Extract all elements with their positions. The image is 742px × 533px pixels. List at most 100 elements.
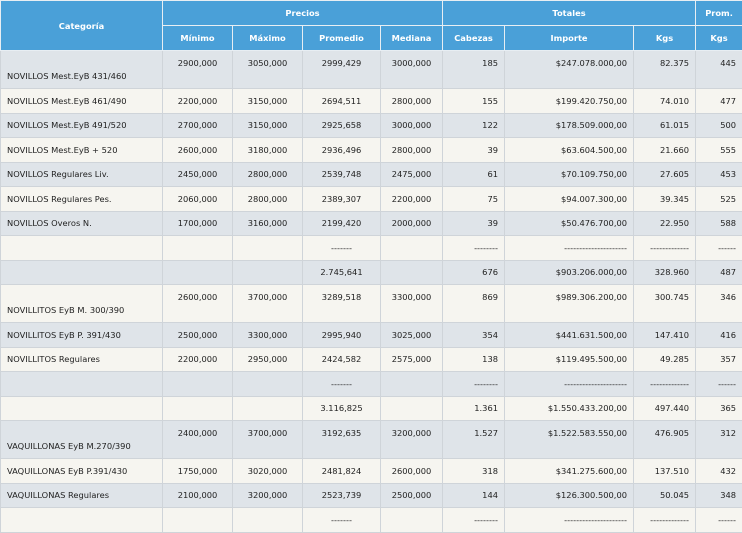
cell-promedio: 2389,307 — [303, 187, 381, 212]
table-row: NOVILLITOS Regulares 2200,000 2950,000 2… — [1, 347, 742, 372]
cell-maximo: 3200,000 — [233, 483, 303, 508]
cell-maximo — [233, 236, 303, 261]
cell-importe: --------------------- — [505, 508, 634, 533]
cell-promedio: 2424,582 — [303, 347, 381, 372]
table-row: NOVILLOS Mest.EyB + 520 2600,000 3180,00… — [1, 138, 742, 163]
cell-cabezas: 185 — [443, 51, 505, 89]
table-row: VAQUILLONAS EyB M.270/390 2400,000 3700,… — [1, 421, 742, 459]
cell-promedio: 2.745,641 — [303, 260, 381, 285]
table-row: NOVILLOS Regulares Liv. 2450,000 2800,00… — [1, 162, 742, 187]
cell-mediana: 3200,000 — [381, 421, 443, 459]
cell-importe: $341.275.600,00 — [505, 459, 634, 484]
table-row: NOVILLOS Mest.EyB 491/520 2700,000 3150,… — [1, 113, 742, 138]
cell-kgs: ------------- — [634, 372, 696, 397]
header-categoria: Categoría — [1, 1, 163, 51]
cell-minimo: 2600,000 — [163, 285, 233, 323]
cell-cabezas: 676 — [443, 260, 505, 285]
cell-importe: $1.522.583.550,00 — [505, 421, 634, 459]
cell-prom-kgs: 555 — [696, 138, 742, 163]
separator-row: ------- -------- --------------------- -… — [1, 236, 742, 261]
cell-prom-kgs: 487 — [696, 260, 742, 285]
cell-cabezas: 1.527 — [443, 421, 505, 459]
cell-categoria: NOVILLOS Mest.EyB 461/490 — [1, 89, 163, 114]
cell-maximo — [233, 260, 303, 285]
cell-prom-kgs: ------ — [696, 372, 742, 397]
cell-kgs: 50.045 — [634, 483, 696, 508]
cell-categoria — [1, 236, 163, 261]
cell-maximo — [233, 508, 303, 533]
cell-importe: $70.109.750,00 — [505, 162, 634, 187]
cell-mediana: 2800,000 — [381, 89, 443, 114]
cell-minimo: 2700,000 — [163, 113, 233, 138]
header-promedio: Promedio — [303, 26, 381, 51]
cell-cabezas: 318 — [443, 459, 505, 484]
cell-cabezas: 869 — [443, 285, 505, 323]
cell-minimo — [163, 372, 233, 397]
cell-kgs: 39.345 — [634, 187, 696, 212]
table-header: Categoría Precios Totales Prom. Mínimo M… — [1, 1, 742, 51]
cell-kgs: 21.660 — [634, 138, 696, 163]
header-precios: Precios — [163, 1, 443, 26]
cell-importe: $119.495.500,00 — [505, 347, 634, 372]
table-row: NOVILLOS Mest.EyB 431/460 2900,000 3050,… — [1, 51, 742, 89]
cell-importe: --------------------- — [505, 372, 634, 397]
cell-minimo — [163, 260, 233, 285]
table-row: VAQUILLONAS EyB P.391/430 1750,000 3020,… — [1, 459, 742, 484]
subtotal-row: 2.745,641 676 $903.206.000,00 328.960 48… — [1, 260, 742, 285]
cell-importe: $63.604.500,00 — [505, 138, 634, 163]
cell-categoria: VAQUILLONAS Regulares — [1, 483, 163, 508]
cell-cabezas: 144 — [443, 483, 505, 508]
table-row: VAQUILLONAS Regulares 2100,000 3200,000 … — [1, 483, 742, 508]
cell-prom-kgs: 525 — [696, 187, 742, 212]
cell-prom-kgs: 432 — [696, 459, 742, 484]
cell-maximo: 3020,000 — [233, 459, 303, 484]
table-body: NOVILLOS Mest.EyB 431/460 2900,000 3050,… — [1, 51, 742, 533]
cell-prom-kgs: 312 — [696, 421, 742, 459]
cell-kgs: 74.010 — [634, 89, 696, 114]
cell-importe: $178.509.000,00 — [505, 113, 634, 138]
cell-mediana: 2200,000 — [381, 187, 443, 212]
cell-promedio: 3.116,825 — [303, 396, 381, 421]
cell-mediana: 2800,000 — [381, 138, 443, 163]
cell-maximo — [233, 372, 303, 397]
cell-prom-kgs: ------ — [696, 508, 742, 533]
cell-prom-kgs: 445 — [696, 51, 742, 89]
cell-minimo: 2200,000 — [163, 89, 233, 114]
cell-kgs: 61.015 — [634, 113, 696, 138]
cell-kgs: 328.960 — [634, 260, 696, 285]
cell-mediana: 2500,000 — [381, 483, 443, 508]
cell-minimo: 1700,000 — [163, 211, 233, 236]
cell-importe: --------------------- — [505, 236, 634, 261]
cell-importe: $247.078.000,00 — [505, 51, 634, 89]
cell-cabezas: 75 — [443, 187, 505, 212]
cell-kgs: 300.745 — [634, 285, 696, 323]
cell-kgs: 497.440 — [634, 396, 696, 421]
header-cabezas: Cabezas — [443, 26, 505, 51]
cell-maximo: 2800,000 — [233, 187, 303, 212]
cell-mediana: 3300,000 — [381, 285, 443, 323]
cell-categoria: VAQUILLONAS EyB M.270/390 — [1, 421, 163, 459]
cell-minimo: 2450,000 — [163, 162, 233, 187]
cell-cabezas: 354 — [443, 323, 505, 348]
cell-maximo: 3160,000 — [233, 211, 303, 236]
cell-prom-kgs: 588 — [696, 211, 742, 236]
cell-promedio: 3192,635 — [303, 421, 381, 459]
cell-importe: $441.631.500,00 — [505, 323, 634, 348]
subtotal-row: 3.116,825 1.361 $1.550.433.200,00 497.44… — [1, 396, 742, 421]
cell-categoria — [1, 372, 163, 397]
cell-categoria: VAQUILLONAS EyB P.391/430 — [1, 459, 163, 484]
cell-categoria — [1, 508, 163, 533]
cell-mediana: 3000,000 — [381, 51, 443, 89]
table-row: NOVILLOS Mest.EyB 461/490 2200,000 3150,… — [1, 89, 742, 114]
header-maximo: Máximo — [233, 26, 303, 51]
header-mediana: Mediana — [381, 26, 443, 51]
cell-mediana: 2000,000 — [381, 211, 443, 236]
cell-categoria: NOVILLITOS EyB M. 300/390 — [1, 285, 163, 323]
cell-cabezas: 39 — [443, 211, 505, 236]
table-row: NOVILLOS Regulares Pes. 2060,000 2800,00… — [1, 187, 742, 212]
cell-minimo: 2900,000 — [163, 51, 233, 89]
cell-minimo — [163, 396, 233, 421]
cell-cabezas: 1.361 — [443, 396, 505, 421]
cell-cabezas: 138 — [443, 347, 505, 372]
